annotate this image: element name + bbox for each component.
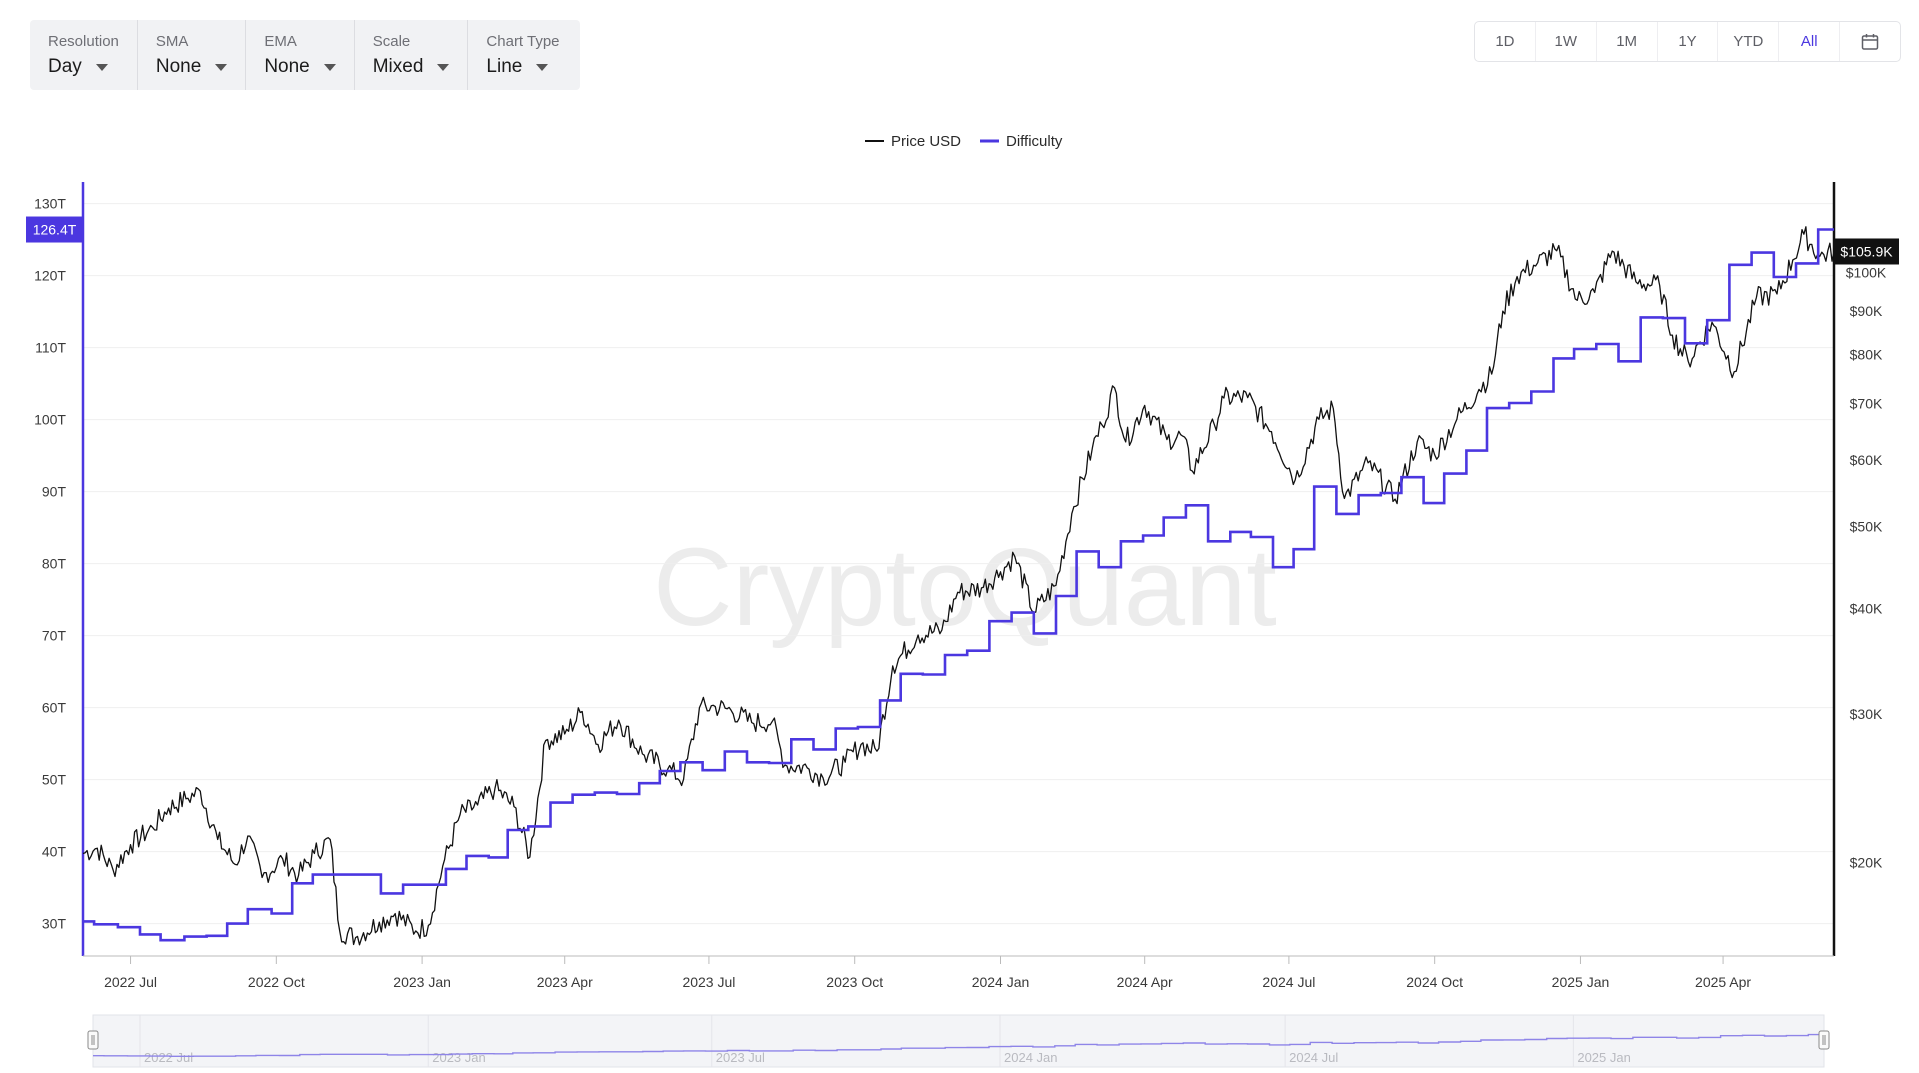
range-ytd-button[interactable]: YTD xyxy=(1718,22,1780,61)
y-left-tick-label: 70T xyxy=(42,628,67,644)
resolution-value: Day xyxy=(48,55,82,77)
ema-label: EMA xyxy=(264,32,297,50)
x-tick-label: 2023 Jan xyxy=(393,974,451,990)
range-1y-button[interactable]: 1Y xyxy=(1658,22,1719,61)
range-navigator[interactable]: 2022 Jul 2023 Jan 2023 Jul 2024 Jan 2024 Jul… xyxy=(87,1014,1830,1068)
x-tick-label: 2022 Oct xyxy=(248,974,305,990)
y-right-tick-label: $80K xyxy=(1850,346,1883,362)
price-current-badge: $105.9K xyxy=(1834,238,1899,265)
legend-price-label: Price USD xyxy=(891,133,961,150)
navigator-tick-label: 2024 Jan xyxy=(1004,1050,1058,1065)
scale-value: Mixed xyxy=(372,55,424,77)
chart-type-dropdown[interactable]: Chart Type Line xyxy=(468,20,577,90)
legend-item-price[interactable]: Price USD xyxy=(865,133,961,150)
legend-difficulty-label: Difficulty xyxy=(1006,133,1063,150)
navigator-tick-label: 2025 Jan xyxy=(1577,1050,1631,1065)
y-right-tick-label: $40K xyxy=(1850,600,1883,616)
legend-item-difficulty[interactable]: Difficulty xyxy=(980,133,1063,150)
scale-dropdown[interactable]: Scale Mixed xyxy=(355,20,469,90)
y-left-tick-label: 50T xyxy=(42,772,67,788)
difficulty-current-value: 126.4T xyxy=(33,222,77,238)
caret-down-icon xyxy=(536,64,549,71)
scale-label: Scale xyxy=(372,32,411,50)
navigator-left-handle-box xyxy=(87,1030,99,1050)
x-tick-label: 2023 Apr xyxy=(537,974,593,990)
calendar-icon[interactable] xyxy=(1840,22,1900,61)
y-right-tick-label: $90K xyxy=(1850,303,1883,319)
caret-down-icon xyxy=(215,64,228,71)
range-1m-button[interactable]: 1M xyxy=(1597,22,1658,61)
navigator-left-handle[interactable] xyxy=(87,1030,99,1050)
ema-value: None xyxy=(264,55,310,77)
y-left-tick-label: 60T xyxy=(42,700,67,716)
ema-dropdown[interactable]: EMA None xyxy=(246,20,355,90)
navigator-background xyxy=(92,1014,1825,1068)
y-axis-right: $20K $30K $40K $50K $60K $70K $80K $90K $100K xyxy=(1846,265,1887,871)
y-left-tick-label: 30T xyxy=(42,916,67,932)
x-tick-label: 2024 Jan xyxy=(972,974,1030,990)
calendar-icon-glyph xyxy=(1861,33,1879,50)
sma-dropdown[interactable]: SMA None xyxy=(138,20,247,90)
navigator-right-handle[interactable] xyxy=(1818,1030,1830,1050)
navigator-tick-label: 2023 Jan xyxy=(432,1050,486,1065)
sma-value: None xyxy=(155,55,202,77)
sma-label: SMA xyxy=(155,32,189,50)
caret-down-icon xyxy=(437,64,450,71)
range-all-button[interactable]: All xyxy=(1779,22,1841,61)
chart-type-value: Line xyxy=(486,55,523,77)
x-tick-label: 2023 Oct xyxy=(826,974,883,990)
range-1w-button[interactable]: 1W xyxy=(1536,22,1597,61)
y-right-tick-label: $20K xyxy=(1850,855,1883,871)
caret-down-icon xyxy=(95,64,108,71)
resolution-dropdown[interactable]: Resolution Day xyxy=(30,20,138,90)
y-left-tick-label: 110T xyxy=(35,340,66,356)
x-tick-label: 2024 Jul xyxy=(1262,974,1315,990)
chart-toolbar: Resolution Day SMA None EMA None Scale M… xyxy=(30,20,580,90)
difficulty-current-badge: 126.4T xyxy=(26,216,83,243)
y-left-tick-label: 80T xyxy=(42,556,67,572)
price-current-value: $105.9K xyxy=(1840,243,1893,259)
y-left-tick-label: 40T xyxy=(42,844,67,860)
y-left-tick-label: 100T xyxy=(34,412,66,428)
x-tick-label: 2025 Apr xyxy=(1695,974,1751,990)
x-tick-label: 2023 Jul xyxy=(682,974,735,990)
difficulty-badge-bg xyxy=(26,216,83,243)
watermark: CryptoQuant xyxy=(653,526,1277,649)
x-tick-label: 2024 Apr xyxy=(1117,974,1173,990)
y-right-tick-label: $60K xyxy=(1850,452,1883,468)
x-tick-label: 2024 Oct xyxy=(1406,974,1463,990)
x-tick-label: 2025 Jan xyxy=(1552,974,1610,990)
y-left-tick-label: 120T xyxy=(34,268,66,284)
chart-legend: Price USD Difficulty xyxy=(865,133,1063,150)
x-axis: 2022 Jul 2022 Oct 2023 Jan 2023 Apr 2023 Jul… xyxy=(104,956,1751,990)
difficulty-series[interactable] xyxy=(83,228,1834,942)
y-right-tick-label: $100K xyxy=(1846,265,1887,281)
y-left-tick-label: 90T xyxy=(42,484,67,500)
chart-type-label: Chart Type xyxy=(486,32,560,50)
grid-lines xyxy=(83,203,1834,925)
navigator-tick-label: 2023 Jul xyxy=(716,1050,765,1065)
y-right-tick-label: $70K xyxy=(1850,395,1883,411)
range-1d-button[interactable]: 1D xyxy=(1475,22,1536,61)
y-axis-left: 30T 40T 50T 60T 70T 80T 90T 100T 110T 120T 130T xyxy=(34,196,66,932)
x-tick-label: 2022 Jul xyxy=(104,974,157,990)
navigator-series xyxy=(93,1033,1824,1057)
time-range-selector: 1D 1W 1M 1Y YTD All xyxy=(1474,21,1901,62)
resolution-label: Resolution xyxy=(48,32,119,50)
navigator-tick-label: 2022 Jul xyxy=(144,1050,193,1065)
y-left-tick-label: 130T xyxy=(34,196,66,212)
navigator-right-handle-box xyxy=(1818,1030,1830,1050)
caret-down-icon xyxy=(323,64,336,71)
price-badge-bg xyxy=(1834,238,1899,265)
navigator-tick-label: 2024 Jul xyxy=(1289,1050,1338,1065)
y-right-tick-label: $30K xyxy=(1850,706,1883,722)
price-usd-series[interactable] xyxy=(82,226,1835,946)
y-right-tick-label: $50K xyxy=(1850,519,1883,535)
